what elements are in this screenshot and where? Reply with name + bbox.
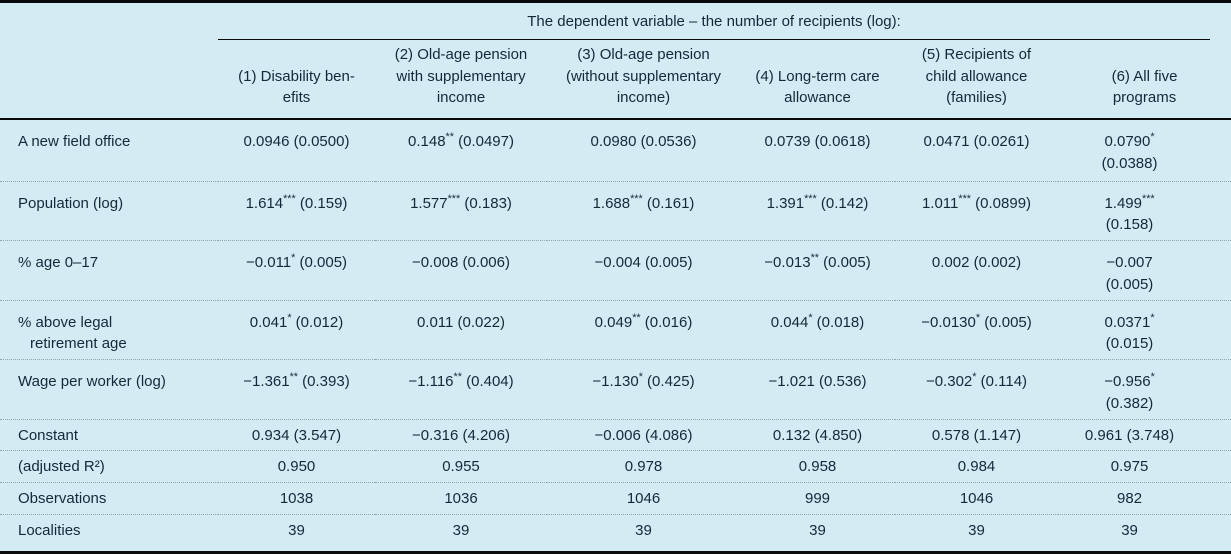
value-cell: 982	[1058, 482, 1231, 515]
row-label: % above legal retirement age	[0, 299, 218, 360]
value-cell: 0.958	[740, 450, 895, 483]
value-cell: 0.0371* (0.015)	[1058, 299, 1231, 360]
value-cell: 0.978	[547, 450, 740, 483]
value-cell: −0.302* (0.114)	[895, 359, 1058, 419]
column-header-2: (2) Old-age pension with supplementary inc…	[375, 39, 547, 121]
value-cell: −0.008 (0.006)	[375, 240, 547, 300]
row-label: A new field office	[18, 133, 131, 150]
value-cell: 0.0980 (0.0536)	[590, 133, 697, 150]
value-cell: −1.130* (0.425)	[547, 359, 740, 419]
column-header-5: (5) Recipients of child allowance (familie…	[895, 39, 1058, 121]
row-label: % age 0–17	[0, 240, 218, 300]
value-cell: 999	[740, 482, 895, 515]
value-cell: 0.0946 (0.0500)	[243, 133, 350, 150]
value-cell: 0.934 (3.547)	[218, 418, 375, 451]
value-cell: 39	[895, 513, 1058, 553]
column-header-3: (3) Old-age pension (without supplementar…	[547, 39, 740, 121]
row-label: Wage per worker (log)	[0, 359, 218, 419]
value-cell: 39	[1058, 513, 1231, 553]
table-row: (adjusted R²) 0.950 0.955 0.978 0.958 0.984 0.…	[0, 450, 1231, 483]
column-header-6: (6) All five programs	[1058, 39, 1231, 121]
value-cell: 1046	[547, 482, 740, 515]
value-cell: 1.499*** (0.158)	[1058, 180, 1231, 241]
value-cell: 0.132 (4.850)	[740, 418, 895, 451]
value-cell: 1.688*** (0.161)	[547, 180, 740, 241]
value-cell: 1.614*** (0.159)	[218, 180, 375, 241]
value-cell: 0.011 (0.022)	[375, 299, 547, 360]
row-label: Constant	[0, 418, 218, 451]
table-row: Wage per worker (log) −1.361** (0.393) −1.…	[0, 359, 1231, 419]
value-cell: 0.0790* (0.0388)	[1101, 131, 1158, 172]
column-header-row: (1) Disability ben-efits (2) Old-age pens…	[0, 39, 1231, 121]
value-cell: −0.316 (4.206)	[375, 418, 547, 451]
spanner-row: The dependent variable – the number of r…	[0, 2, 1231, 40]
table-row: Observations 1038 1036 1046 999 1046 982	[0, 482, 1231, 515]
value-cell: −1.361** (0.393)	[218, 359, 375, 419]
value-cell: −0.006 (4.086)	[547, 418, 740, 451]
table-body: A new field office 0.0946 (0.0500) 0.148**…	[0, 119, 1231, 553]
value-cell: 1036	[375, 482, 547, 515]
row-label: Observations	[0, 482, 218, 515]
corner-cell	[0, 39, 218, 121]
value-cell: 0.961 (3.748)	[1058, 418, 1231, 451]
value-cell: −1.021 (0.536)	[740, 359, 895, 419]
value-cell: 0.041* (0.012)	[218, 299, 375, 360]
value-cell: 1038	[218, 482, 375, 515]
table-row: Constant 0.934 (3.547) −0.316 (4.206) −0.00…	[0, 418, 1231, 451]
value-cell: 0.0471 (0.0261)	[923, 133, 1030, 150]
value-cell: 1046	[895, 482, 1058, 515]
value-cell: 1.011*** (0.0899)	[895, 180, 1058, 241]
value-cell: 0.0739 (0.0618)	[764, 133, 871, 150]
table-title: The dependent variable – the number of r…	[527, 13, 901, 30]
value-cell: 39	[740, 513, 895, 553]
value-cell: 0.955	[375, 450, 547, 483]
value-cell: 0.578 (1.147)	[895, 418, 1058, 451]
value-cell: 1.577*** (0.183)	[375, 180, 547, 241]
value-cell: 0.984	[895, 450, 1058, 483]
value-cell: −1.116** (0.404)	[375, 359, 547, 419]
column-header-1: (1) Disability ben-efits	[218, 39, 375, 121]
value-cell: 0.950	[218, 450, 375, 483]
value-cell: 39	[218, 513, 375, 553]
corner-cell	[0, 2, 218, 40]
table-row: Population (log) 1.614*** (0.159) 1.577***…	[0, 180, 1231, 241]
value-cell: 39	[547, 513, 740, 553]
value-cell: −0.0130* (0.005)	[895, 299, 1058, 360]
spanner-underline: The dependent variable – the number of r…	[218, 3, 1211, 40]
row-label: Population (log)	[0, 180, 218, 241]
table-row: Localities 39 39 39 39 39 39	[0, 513, 1231, 553]
column-header-4: (4) Long-term care allowance	[740, 39, 895, 121]
value-cell: 0.148** (0.0497)	[408, 131, 514, 150]
value-cell: 39	[375, 513, 547, 553]
table-header: The dependent variable – the number of r…	[0, 2, 1231, 121]
value-cell: −0.007 (0.005)	[1058, 240, 1231, 300]
value-cell: 0.002 (0.002)	[895, 240, 1058, 300]
value-cell: 0.049** (0.016)	[547, 299, 740, 360]
row-label: Localities	[0, 513, 218, 553]
row-label: (adjusted R²)	[0, 450, 218, 483]
value-cell: −0.004 (0.005)	[547, 240, 740, 300]
value-cell: 0.975	[1058, 450, 1231, 483]
value-cell: 1.391*** (0.142)	[740, 180, 895, 241]
value-cell: −0.956* (0.382)	[1058, 359, 1231, 419]
value-cell: 0.044* (0.018)	[740, 299, 895, 360]
table-row: A new field office 0.0946 (0.0500) 0.148**…	[0, 119, 1231, 181]
dependent-variable-spanner: The dependent variable – the number of r…	[218, 2, 1231, 40]
value-cell: −0.013** (0.005)	[740, 240, 895, 300]
value-cell: −0.011* (0.005)	[218, 240, 375, 300]
table-row: % age 0–17 −0.011* (0.005) −0.008 (0.006) −…	[0, 240, 1231, 300]
table-row: % above legal retirement age 0.041* (0.012…	[0, 299, 1231, 360]
